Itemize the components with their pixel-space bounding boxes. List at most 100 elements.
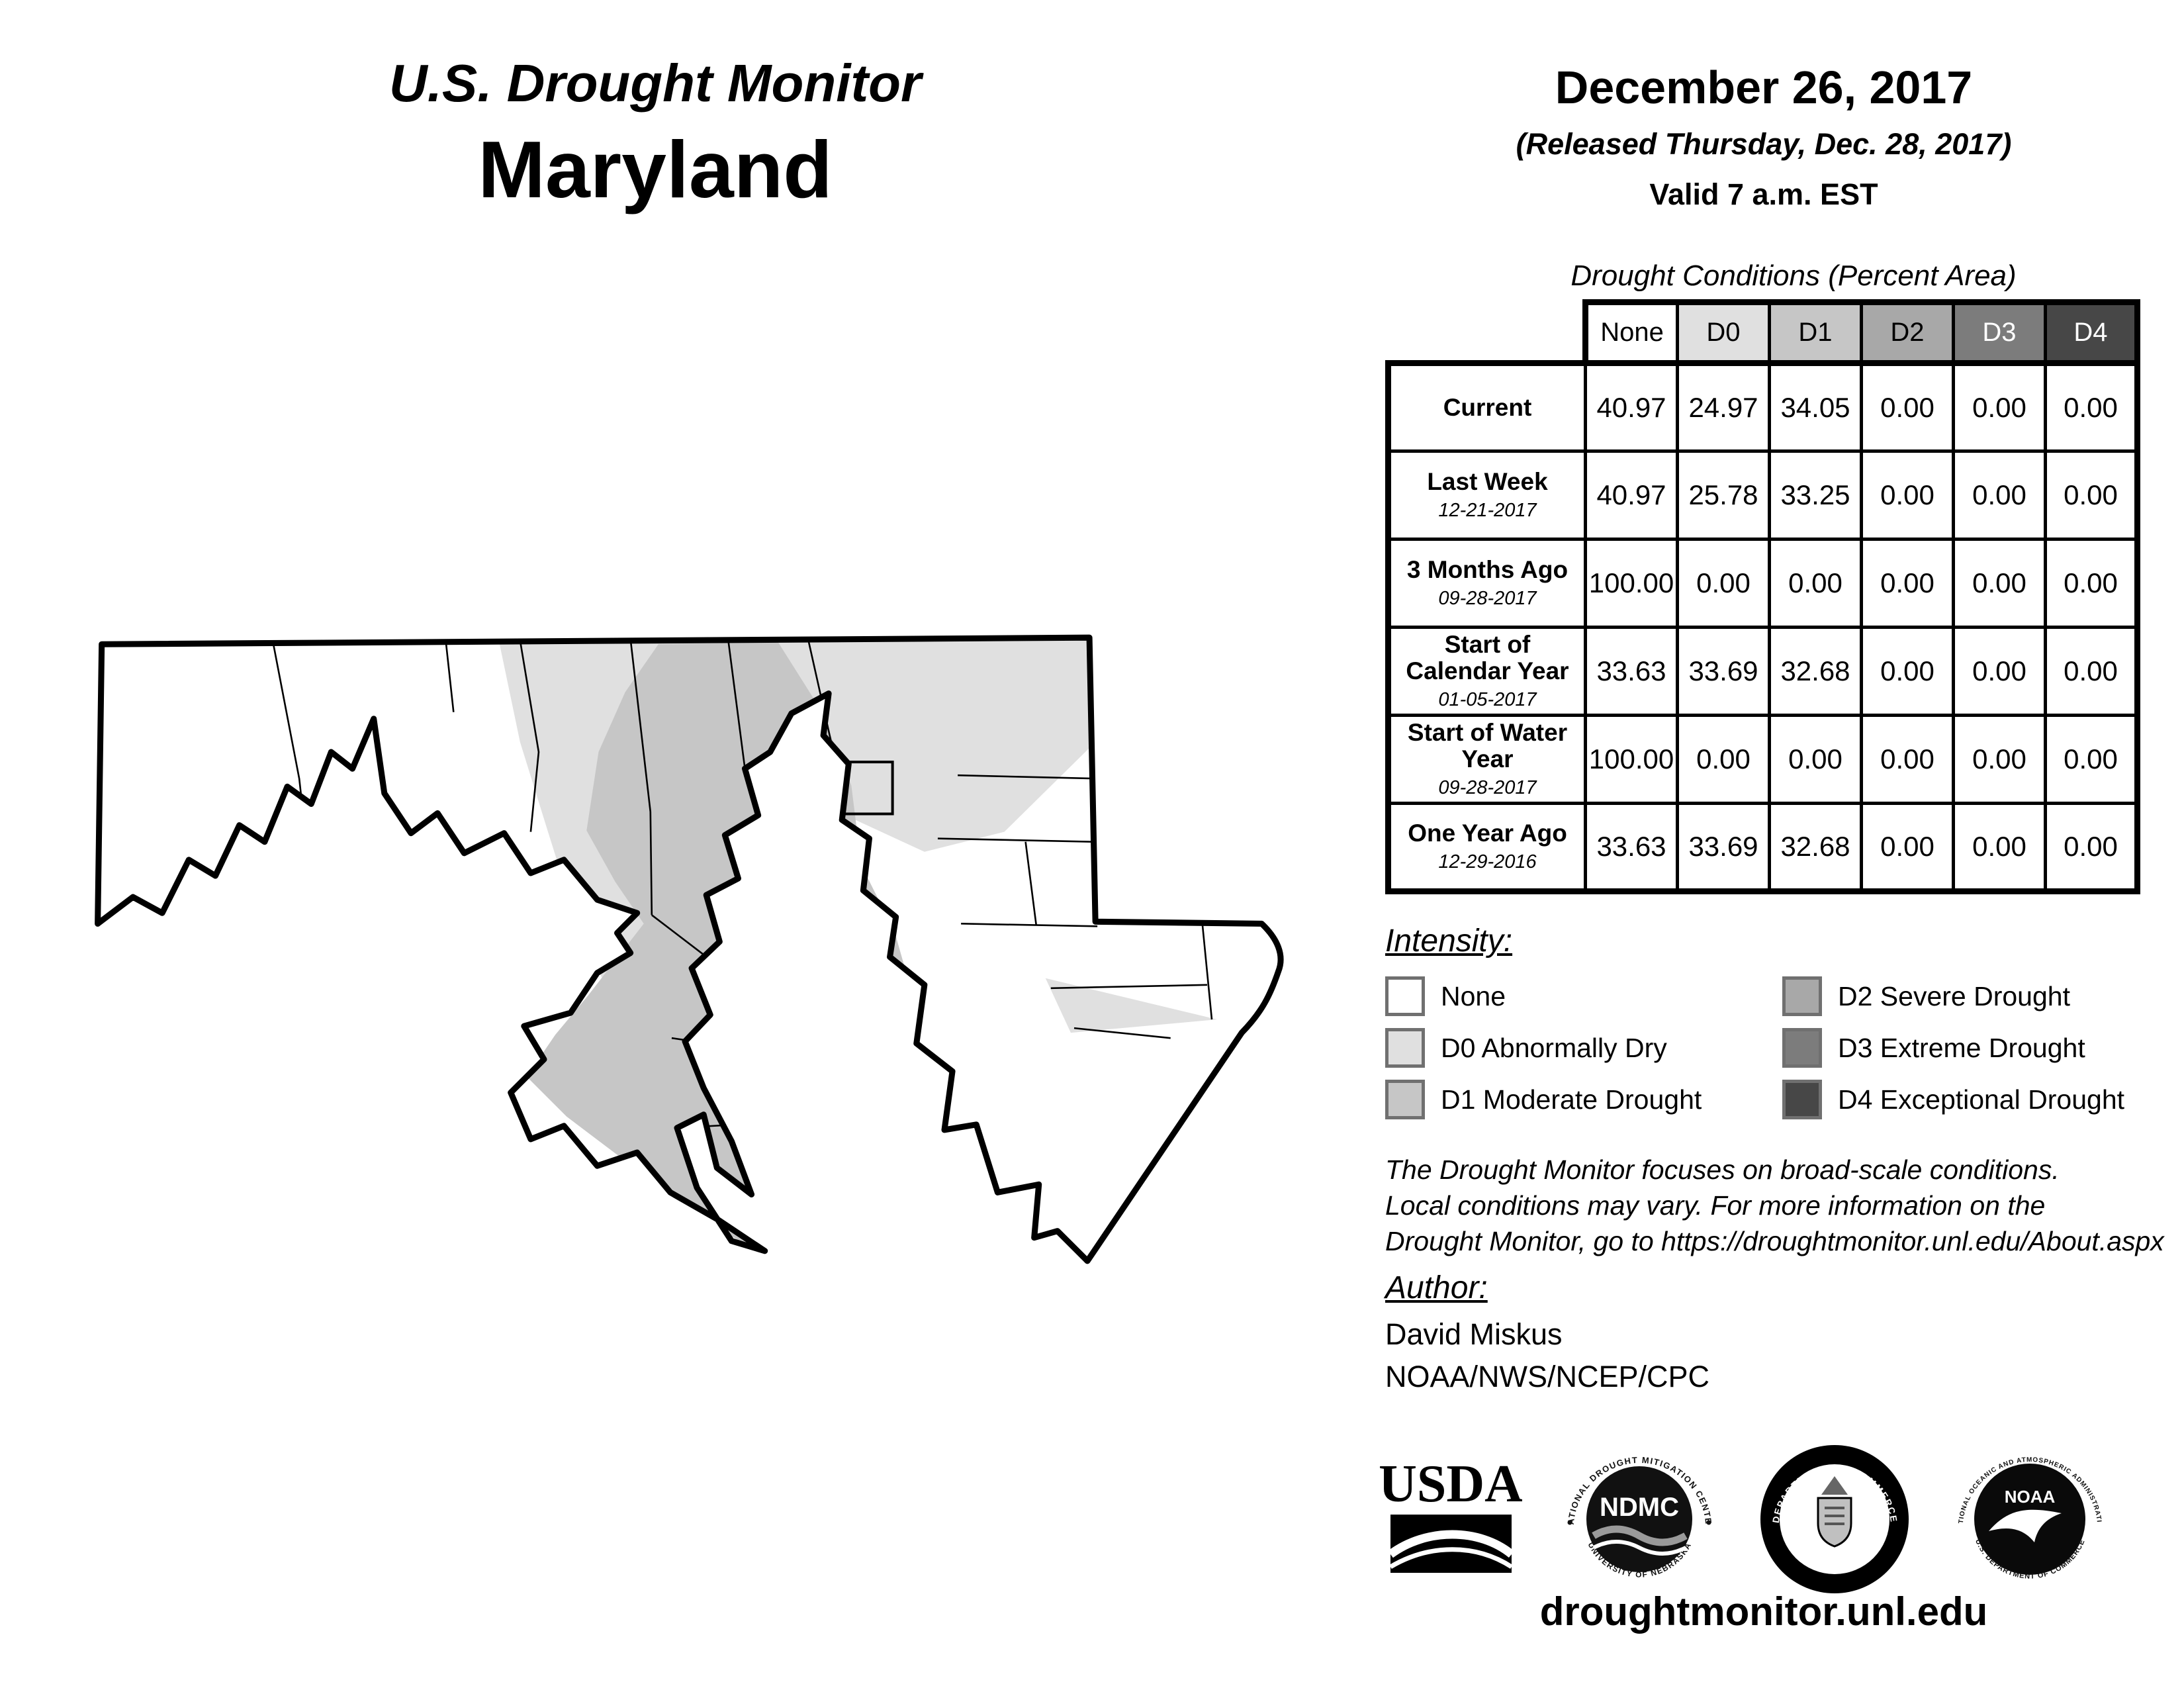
cell-value: 0.00 [1768,714,1863,805]
cell-value: 0.00 [1860,538,1955,629]
table-row: Start of Calendar Year 01-05-2017 33.63 … [1385,626,2140,717]
drought-map-maryland [73,612,1284,1281]
row-label-text: Current [1443,394,1532,422]
cell-value: 0.00 [1952,626,2047,717]
legend-swatch-d3 [1782,1028,1822,1068]
row-label-3-months-ago: 3 Months Ago 09-28-2017 [1385,538,1587,629]
ndmc-logo-dot [1567,1520,1572,1525]
agency-logos: USDA NATIONAL DROUGHT MITIGATION CENTER … [1380,1442,2108,1597]
cell-value: 0.00 [1952,360,2047,453]
ndmc-logo-wave [1592,1525,1688,1546]
report-title-block: U.S. Drought Monitor Maryland [165,53,1145,216]
table-header-row: None D0 D1 D2 D3 D4 [1388,299,2140,366]
cell-value: 0.00 [1952,449,2047,541]
row-date: 01-05-2017 [1438,689,1537,711]
column-header-d3: D3 [1952,299,2047,366]
disclaimer-line: The Drought Monitor focuses on broad-sca… [1385,1154,2060,1185]
county-line [961,923,1098,927]
author-name: David Miskus [1385,1317,1563,1351]
row-date: 09-28-2017 [1438,588,1537,610]
legend-swatch-d1 [1385,1080,1425,1119]
column-header-d2: D2 [1860,299,1955,366]
county-line [444,639,455,712]
intensity-legend: None D0 Abnormally Dry D1 Moderate Droug… [1385,970,2184,1125]
doc-logo: DEPARTMENT OF COMMERCE UNITED STATES OF … [1757,1442,1909,1593]
valid-time: Valid 7 a.m. EST [1649,177,1878,211]
disclaimer-text: The Drought Monitor focuses on broad-sca… [1385,1152,2164,1259]
row-label-text: Start of Calendar Year [1406,631,1569,685]
cell-value: 100.00 [1584,538,1679,629]
legend-label: None [1441,980,1506,1011]
noaa-gull-icon [1989,1509,2062,1542]
state-outline [95,634,1284,1264]
report-date: December 26, 2017 [1555,62,1973,113]
usda-logo: USDA [1380,1455,1522,1573]
legend-label: D1 Moderate Drought [1441,1084,1702,1115]
cell-value: 0.00 [2044,802,2140,894]
county-line [519,639,540,832]
row-label-current: Current [1385,360,1587,453]
release-date: (Released Thursday, Dec. 28, 2017) [1516,127,2012,161]
cell-value: 0.00 [1676,714,1771,805]
column-header-none: None [1582,299,1679,366]
cell-value: 0.00 [2044,714,2140,805]
ndmc-logo-wave [1592,1540,1687,1556]
table-row: Current 40.97 24.97 34.05 0.00 0.00 0.00 [1385,360,2140,453]
row-label-text: Last Week [1427,468,1548,496]
cell-value: 33.63 [1584,802,1679,894]
drought-conditions-table: None D0 D1 D2 D3 D4 Current 40.97 24.97 … [1385,299,2140,894]
cell-value: 33.69 [1676,802,1771,894]
disclaimer-line: Local conditions may vary. For more info… [1385,1190,2046,1221]
ndmc-logo-text: NDMC [1600,1493,1679,1522]
legend-label: D2 Severe Drought [1838,980,2070,1011]
usda-logo-swoosh [1388,1530,1515,1558]
legend-item-d2: D2 Severe Drought [1782,970,2184,1022]
noaa-logo: NATIONAL OCEANIC AND ATMOSPHERIC ADMINIS… [1952,1442,2102,1581]
legend-item-d4: D4 Exceptional Drought [1782,1074,2184,1125]
cell-value: 40.97 [1584,449,1679,541]
table-row: Start of Water Year 09-28-2017 100.00 0.… [1385,714,2140,805]
column-header-d0: D0 [1676,299,1771,366]
ndmc-logo: NATIONAL DROUGHT MITIGATION CENTER UNIVE… [1562,1442,1713,1579]
legend-label: D4 Exceptional Drought [1838,1084,2125,1115]
cell-value: 100.00 [1584,714,1679,805]
row-label-text: 3 Months Ago [1406,556,1569,584]
cell-value: 0.00 [1952,538,2047,629]
legend-swatch-d4 [1782,1080,1822,1119]
county-line [958,774,1098,780]
cell-value: 0.00 [1676,538,1771,629]
county-line [727,640,747,779]
cell-value: 32.68 [1768,802,1863,894]
table-header-blank [1388,302,1586,363]
author-organization: NOAA/NWS/NCEP/CPC [1385,1360,1710,1393]
legend-label: D0 Abnormally Dry [1441,1032,1667,1063]
row-label-text: Start of Water Year [1407,719,1568,773]
county-line [629,639,653,915]
column-header-d1: D1 [1768,299,1863,366]
cell-value: 25.78 [1676,449,1771,541]
maryland-map-svg [95,634,1284,1264]
cell-value: 0.00 [2044,449,2140,541]
intensity-heading: Intensity: [1385,923,1513,959]
cell-value: 0.00 [1860,626,1955,717]
cell-value: 32.68 [1768,626,1863,717]
doc-shield-lines [1825,1507,1844,1525]
county-line [1050,984,1208,990]
county-line [937,837,1096,843]
cell-value: 0.00 [1860,360,1955,453]
cell-value: 33.25 [1768,449,1863,541]
cell-value: 33.63 [1584,626,1679,717]
legend-swatch-none [1385,976,1425,1016]
footer-url: droughtmonitor.unl.edu [1539,1589,1988,1634]
row-label-start-calendar-year: Start of Calendar Year 01-05-2017 [1385,626,1587,717]
cell-value: 0.00 [1860,714,1955,805]
row-date: 09-28-2017 [1438,777,1537,799]
legend-item-d0: D0 Abnormally Dry [1385,1022,1782,1074]
legend-swatch-d2 [1782,976,1822,1016]
table-title: Drought Conditions (Percent Area) [1570,259,2017,292]
cell-value: 34.05 [1768,360,1863,453]
table-row: 3 Months Ago 09-28-2017 100.00 0.00 0.00… [1385,538,2140,629]
disclaimer-line: Drought Monitor, go to https://droughtmo… [1385,1226,2164,1257]
usda-logo-swoosh [1389,1546,1513,1569]
row-date: 12-29-2016 [1438,851,1537,873]
